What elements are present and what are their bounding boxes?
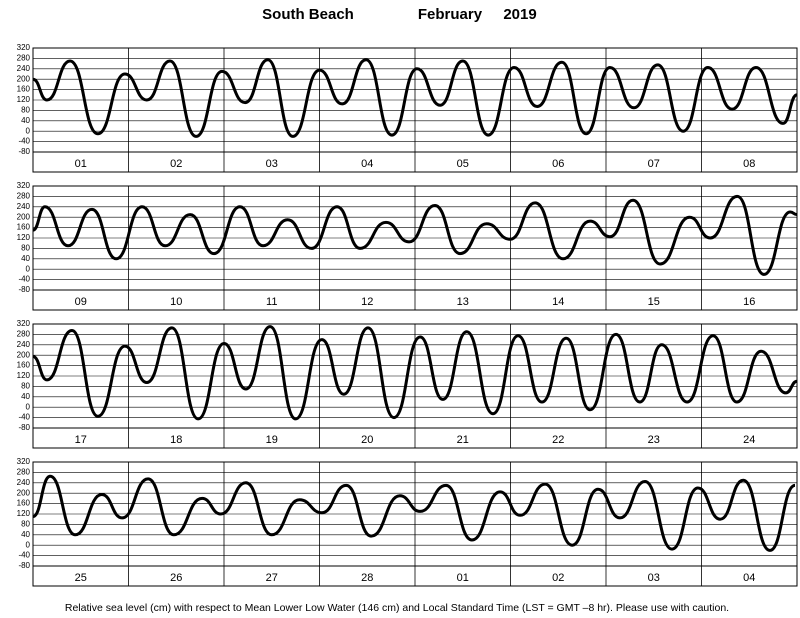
y-tick-label: 200: [17, 350, 31, 359]
y-tick-label: 240: [17, 64, 31, 73]
y-tick-label: 40: [21, 254, 30, 263]
y-tick-label: -80: [18, 285, 30, 294]
location-title: South Beach: [262, 6, 354, 23]
panel-frame: [32, 461, 798, 587]
x-tick-label: 26: [170, 572, 182, 584]
y-tick-label: 40: [21, 392, 30, 401]
y-tick-label: -80: [18, 423, 30, 432]
y-tick-label: -40: [18, 275, 30, 284]
y-tick-label: 320: [17, 457, 31, 466]
y-tick-label: 0: [26, 264, 31, 273]
x-tick-label: 02: [552, 572, 564, 584]
x-tick-label: 19: [266, 434, 278, 446]
y-tick-label: 320: [17, 181, 31, 190]
y-tick-label: 280: [17, 330, 31, 339]
x-tick-label: 06: [552, 158, 564, 170]
y-tick-label: 160: [17, 85, 31, 94]
year-title: 2019: [503, 6, 536, 23]
y-tick-label: -40: [18, 137, 30, 146]
month-title: February: [418, 6, 483, 23]
x-tick-label: 04: [743, 572, 755, 584]
tide-curve: [32, 325, 798, 421]
panel-frame: [32, 323, 798, 449]
x-tick-label: 03: [266, 158, 278, 170]
y-tick-label: 200: [17, 74, 31, 83]
x-tick-label: 08: [743, 158, 755, 170]
y-tick-label: 200: [17, 212, 31, 221]
x-tick-label: 01: [457, 572, 469, 584]
tide-curve: [32, 194, 798, 276]
x-tick-label: 02: [170, 158, 182, 170]
footnote: Relative sea level (cm) with respect to …: [65, 602, 729, 614]
y-tick-label: 240: [17, 202, 31, 211]
x-tick-label: 15: [648, 296, 660, 308]
x-tick-label: 10: [170, 296, 182, 308]
panel-frame: [32, 185, 798, 311]
x-tick-label: 12: [361, 296, 373, 308]
y-tick-label: 0: [26, 126, 31, 135]
x-tick-label: 18: [170, 434, 182, 446]
y-tick-label: 120: [17, 95, 31, 104]
y-tick-label: 280: [17, 192, 31, 201]
y-tick-label: 120: [17, 509, 31, 518]
y-tick-label: 320: [17, 319, 31, 328]
x-tick-label: 11: [266, 296, 277, 308]
x-tick-label: 25: [75, 572, 87, 584]
panel-frame: [32, 47, 798, 173]
y-tick-label: 120: [17, 371, 31, 380]
y-tick-label: 40: [21, 116, 30, 125]
tide-curve: [32, 474, 796, 552]
y-tick-label: 80: [21, 382, 30, 391]
y-tick-label: 0: [26, 402, 31, 411]
x-tick-label: 04: [361, 158, 373, 170]
x-tick-label: 16: [743, 296, 755, 308]
x-tick-label: 17: [75, 434, 87, 446]
y-tick-label: 200: [17, 488, 31, 497]
y-tick-label: -40: [18, 551, 30, 560]
y-tick-label: 80: [21, 520, 30, 529]
x-tick-label: 07: [648, 158, 660, 170]
x-tick-label: 24: [743, 434, 755, 446]
x-tick-label: 28: [361, 572, 373, 584]
y-tick-label: 280: [17, 468, 31, 477]
x-tick-label: 14: [552, 296, 564, 308]
y-tick-label: 120: [17, 233, 31, 242]
x-tick-label: 21: [457, 434, 469, 446]
y-tick-label: 320: [17, 43, 31, 52]
y-tick-label: 80: [21, 244, 30, 253]
x-tick-label: 22: [552, 434, 564, 446]
y-tick-label: -40: [18, 413, 30, 422]
y-tick-label: 0: [26, 540, 31, 549]
x-tick-label: 05: [457, 158, 469, 170]
x-tick-label: 01: [75, 158, 87, 170]
x-tick-label: 03: [648, 572, 660, 584]
x-tick-label: 09: [75, 296, 87, 308]
x-tick-label: 13: [457, 296, 469, 308]
y-tick-label: 160: [17, 499, 31, 508]
y-tick-label: 280: [17, 54, 31, 63]
y-tick-label: -80: [18, 147, 30, 156]
y-tick-label: -80: [18, 561, 30, 570]
y-tick-label: 80: [21, 106, 30, 115]
y-tick-label: 240: [17, 340, 31, 349]
y-tick-label: 160: [17, 361, 31, 370]
y-tick-label: 160: [17, 223, 31, 232]
y-tick-label: 40: [21, 530, 30, 539]
x-tick-label: 20: [361, 434, 373, 446]
x-tick-label: 27: [266, 572, 278, 584]
y-tick-label: 240: [17, 478, 31, 487]
x-tick-label: 23: [648, 434, 660, 446]
tide-curve: [32, 58, 798, 138]
